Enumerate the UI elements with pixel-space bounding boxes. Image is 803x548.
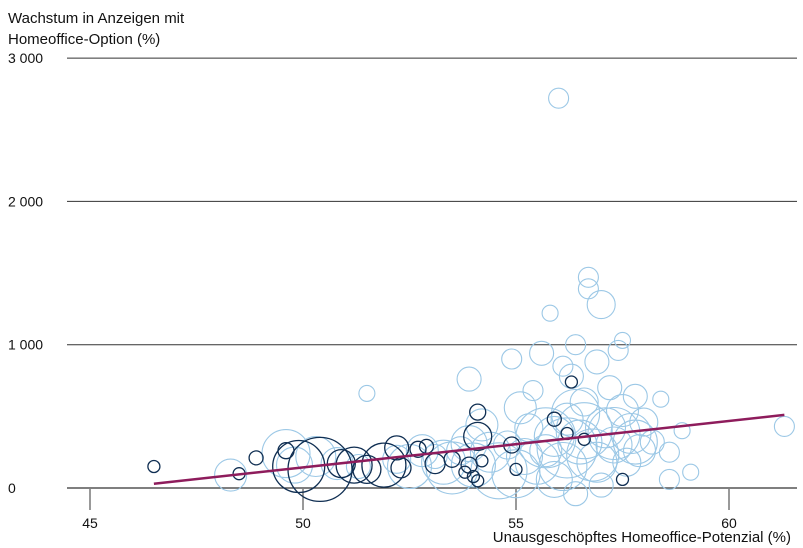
data-point-light xyxy=(529,434,563,468)
data-point-light xyxy=(597,375,623,401)
data-point-dark xyxy=(475,454,489,468)
data-point-light xyxy=(577,266,599,288)
data-point-dark xyxy=(466,469,481,484)
data-point-light xyxy=(522,380,544,402)
x-tick-label: 55 xyxy=(508,515,524,531)
data-point-light xyxy=(548,87,570,109)
data-point-light xyxy=(529,340,555,366)
data-point-dark xyxy=(248,450,264,466)
data-point-light xyxy=(503,391,537,425)
data-point-light xyxy=(584,349,610,375)
grid-lines xyxy=(67,57,797,489)
data-point-light xyxy=(358,384,376,402)
data-point-light xyxy=(550,402,584,436)
x-tick-label: 60 xyxy=(721,515,737,531)
data-point-light xyxy=(569,387,599,417)
points-dark-series xyxy=(147,375,630,503)
data-point-light xyxy=(555,402,613,460)
data-point-dark xyxy=(546,411,562,427)
data-point-light xyxy=(622,383,648,409)
data-point-dark xyxy=(277,442,295,460)
data-point-light xyxy=(658,441,680,463)
x-tick-labels: 45 50 55 60 xyxy=(82,489,737,531)
data-point-dark xyxy=(352,454,382,485)
y-axis-label: Wachstum in Anzeigen mit Homeoffice-Opti… xyxy=(8,8,184,50)
data-point-light xyxy=(405,434,439,468)
data-point-light xyxy=(613,331,632,349)
data-point-dark xyxy=(471,474,485,488)
data-point-light xyxy=(465,408,499,442)
data-point-light xyxy=(563,481,589,507)
data-point-light xyxy=(652,390,670,408)
data-point-light xyxy=(320,447,354,481)
data-point-dark xyxy=(463,421,493,452)
data-point-light xyxy=(612,419,658,465)
data-point-light xyxy=(584,407,627,449)
data-point-light xyxy=(214,458,248,492)
data-point-light xyxy=(557,419,603,465)
y-tick-label: 1 000 xyxy=(8,337,43,353)
data-point-light xyxy=(501,348,523,370)
data-point-light xyxy=(773,415,795,437)
data-point-dark xyxy=(287,436,353,503)
data-point-light xyxy=(386,443,433,490)
data-point-light xyxy=(586,290,616,320)
data-point-light xyxy=(588,472,614,498)
data-point-light xyxy=(629,407,659,437)
data-point-light xyxy=(595,426,633,464)
y-tick-label: 2 000 xyxy=(8,193,43,209)
data-point-dark xyxy=(469,403,487,421)
x-tick-label: 45 xyxy=(82,515,98,531)
data-point-light xyxy=(577,278,599,300)
x-tick-label: 50 xyxy=(295,515,311,531)
data-point-light xyxy=(607,339,629,361)
data-point-light xyxy=(295,435,337,478)
data-point-light xyxy=(422,443,448,470)
data-point-light xyxy=(469,431,511,473)
data-point-light xyxy=(576,441,618,483)
data-point-light xyxy=(541,304,559,322)
data-point-light xyxy=(566,428,620,482)
data-point-light xyxy=(456,366,482,392)
data-point-dark xyxy=(564,375,579,389)
data-point-light xyxy=(450,442,496,488)
data-point-light xyxy=(552,355,574,377)
data-point-dark xyxy=(509,462,523,477)
data-point-dark xyxy=(384,435,410,461)
data-point-light xyxy=(605,394,640,428)
data-point-dark xyxy=(615,472,630,487)
data-point-light xyxy=(421,439,467,485)
data-point-dark xyxy=(458,465,472,479)
y-tick-label: 0 xyxy=(8,480,16,496)
data-point-dark xyxy=(577,432,591,446)
data-point-light xyxy=(345,453,371,480)
trend-line xyxy=(153,413,785,485)
data-point-dark xyxy=(361,442,407,488)
data-point-light xyxy=(673,422,691,440)
trend-line-group xyxy=(153,413,785,485)
y-tick-label: 3 000 xyxy=(8,50,43,66)
data-point-dark xyxy=(409,440,427,458)
y-axis-label-line-1: Wachstum in Anzeigen mit xyxy=(8,10,185,27)
data-point-dark xyxy=(424,452,446,475)
data-point-light xyxy=(658,468,680,490)
data-point-dark xyxy=(147,459,161,474)
data-point-light xyxy=(536,417,598,479)
data-point-light xyxy=(492,430,523,460)
data-point-light xyxy=(682,463,700,481)
data-point-light xyxy=(535,460,573,498)
y-tick-labels: 0 1 000 2 000 3 000 xyxy=(8,50,43,496)
data-point-dark xyxy=(418,438,435,455)
data-point-dark xyxy=(335,446,373,484)
x-axis-label: Unausgeschöpftes Homeoffice-Potenzial (%… xyxy=(492,529,791,546)
y-axis-label-line-2: Homeoffice-Option (%) xyxy=(8,31,161,48)
data-point-light xyxy=(275,446,314,484)
data-point-light xyxy=(505,437,544,476)
data-point-light xyxy=(565,334,587,356)
